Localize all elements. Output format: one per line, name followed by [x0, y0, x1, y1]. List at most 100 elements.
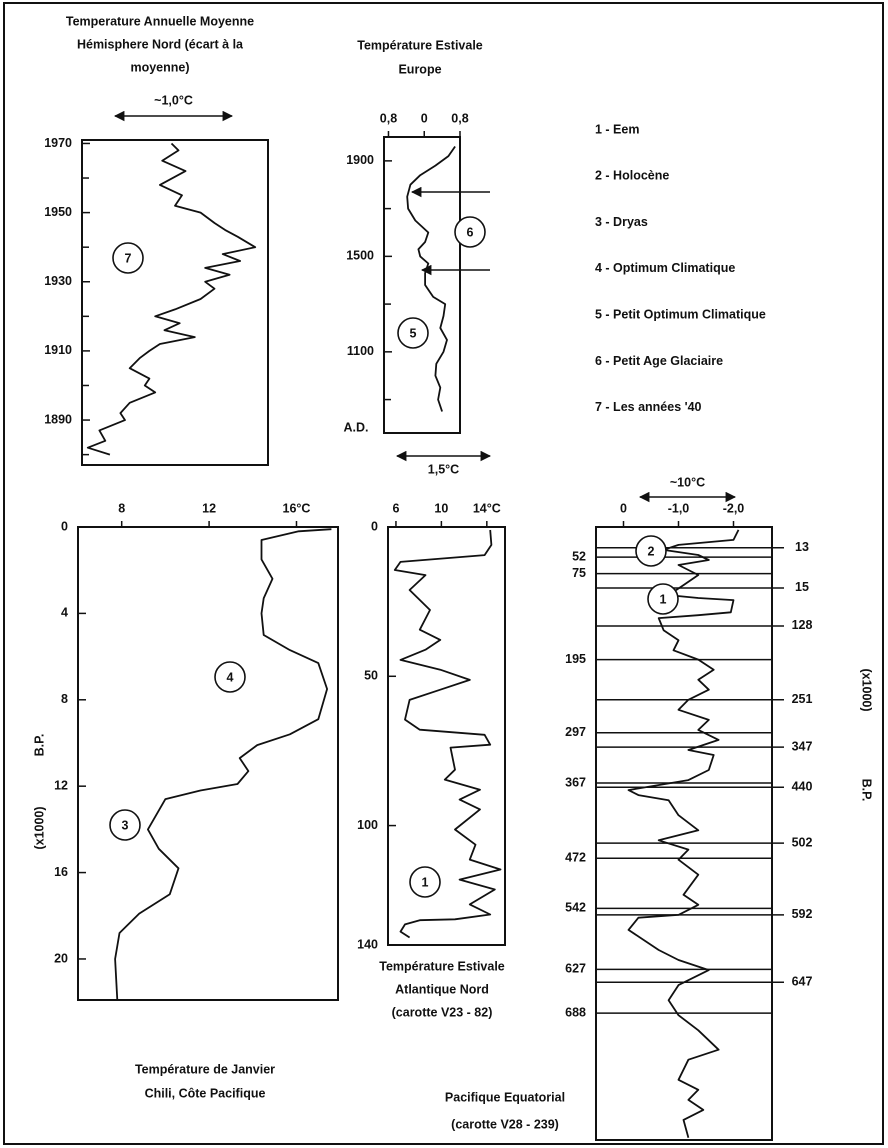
curve — [114, 528, 332, 1001]
time-tick-label: 100 — [357, 818, 378, 832]
temp-tick-label: 0 — [620, 501, 627, 515]
boundary-age-label: 502 — [792, 835, 813, 849]
panel-title: (carotte V23 - 82) — [392, 1005, 493, 1019]
boundary-age-label: 592 — [792, 907, 813, 921]
boundary-age-label: 347 — [792, 739, 813, 753]
annotation-label: 6 — [467, 225, 474, 239]
annotation-label: 7 — [125, 251, 132, 265]
annotation-label: 1 — [660, 592, 667, 606]
time-tick-label: 0 — [371, 519, 378, 533]
time-tick-label: 4 — [61, 606, 68, 620]
panel-title: Chili, Côte Pacifique — [145, 1086, 266, 1100]
scale-label: ~10°C — [670, 475, 705, 489]
panel-frame — [383, 136, 461, 434]
temp-tick-label: 0,8 — [380, 111, 397, 125]
panel-title: (carotte V28 - 239) — [451, 1117, 559, 1131]
panel-title: Température Estivale — [357, 38, 483, 52]
time-tick-label: 1500 — [346, 249, 374, 263]
boundary-age-label: 647 — [792, 975, 813, 989]
note: 6 - Petit Age Glaciaire — [595, 354, 723, 368]
time-tick-label: 20 — [54, 951, 68, 965]
temp-tick-label: 6 — [392, 501, 399, 515]
axis-label: B.P. — [860, 779, 874, 802]
time-tick-label: 688 — [565, 1005, 586, 1019]
boundary-age-label: 128 — [792, 618, 813, 632]
boundary-age-label: 13 — [795, 540, 809, 554]
temp-tick-label: 8 — [118, 501, 125, 515]
annotation-label: 3 — [122, 818, 129, 832]
time-tick-label: 1890 — [44, 412, 72, 426]
panel-title: Europe — [398, 62, 441, 76]
time-tick-label: 52 — [572, 549, 586, 563]
panel-title: Pacifique Equatorial — [445, 1090, 565, 1104]
annotation-circle — [112, 242, 144, 274]
curve — [86, 142, 257, 456]
boundary-age-label: 251 — [792, 692, 813, 706]
panel-frame — [387, 526, 506, 946]
time-tick-label: 1900 — [346, 153, 374, 167]
scale-label: 1,5°C — [428, 462, 459, 476]
temp-tick-label: 14°C — [473, 501, 501, 515]
curve — [406, 145, 456, 412]
time-tick-label: 542 — [565, 901, 586, 915]
panel-title: Atlantique Nord — [395, 982, 489, 996]
note: 7 - Les années '40 — [595, 400, 702, 414]
note: 2 - Holocène — [595, 169, 669, 183]
boundary-age-label: 440 — [792, 780, 813, 794]
time-tick-label: 50 — [364, 669, 378, 683]
panel-frame — [81, 139, 269, 466]
annotation-circle — [454, 216, 486, 248]
panel-title: Température de Janvier — [135, 1062, 275, 1076]
note: 4 - Optimum Climatique — [595, 261, 735, 275]
temp-tick-label: 0,8 — [451, 111, 468, 125]
time-tick-label: 1950 — [44, 205, 72, 219]
time-tick-label: 75 — [572, 566, 586, 580]
annotation-label: 5 — [410, 326, 417, 340]
time-tick-label: 1910 — [44, 343, 72, 357]
temp-tick-label: 0 — [421, 111, 428, 125]
axis-label: (x1000) — [32, 806, 46, 849]
time-tick-label: 367 — [565, 775, 586, 789]
annotation-circle — [397, 317, 429, 349]
temp-tick-label: 16°C — [283, 501, 311, 515]
panel-title: Temperature Annuelle Moyenne — [66, 14, 254, 28]
axis-label: B.P. — [32, 734, 46, 757]
time-tick-label: 1930 — [44, 274, 72, 288]
annotation-label: 2 — [648, 544, 655, 558]
curve — [393, 529, 502, 939]
annotation-circle — [214, 661, 246, 693]
panel-title: moyenne) — [130, 60, 189, 74]
figure-border — [3, 2, 884, 1145]
annotation-circle — [409, 866, 441, 898]
time-tick-label: 1970 — [44, 136, 72, 150]
annotation-circle — [647, 583, 679, 615]
time-tick-label: 8 — [61, 692, 68, 706]
panel-title: Hémisphere Nord (écart à la — [77, 37, 244, 51]
curve — [627, 529, 740, 1139]
note: 5 - Petit Optimum Climatique — [595, 307, 766, 321]
note: 3 - Dryas — [595, 215, 648, 229]
panel-frame — [77, 526, 339, 1001]
temp-tick-label: -1,0 — [668, 501, 690, 515]
time-tick-label: 140 — [357, 937, 378, 951]
time-tick-label: 16 — [54, 865, 68, 879]
note: 1 - Eem — [595, 122, 639, 136]
annotation-label: 4 — [227, 670, 234, 684]
annotation-circle — [635, 535, 667, 567]
time-tick-label: 627 — [565, 962, 586, 976]
time-tick-label: 12 — [54, 778, 68, 792]
scale-label: ~1,0°C — [154, 93, 193, 107]
axis-label: A.D. — [344, 420, 369, 434]
time-tick-label: 0 — [61, 519, 68, 533]
temp-tick-label: -2,0 — [723, 501, 745, 515]
temp-tick-label: 12 — [202, 501, 216, 515]
panel-title: Température Estivale — [379, 959, 505, 973]
time-tick-label: 472 — [565, 851, 586, 865]
temp-tick-label: 10 — [434, 501, 448, 515]
boundary-age-label: 15 — [795, 580, 809, 594]
axis-label: (x1000) — [860, 668, 874, 711]
annotation-circle — [109, 809, 141, 841]
time-tick-label: 297 — [565, 725, 586, 739]
panel-frame — [595, 526, 773, 1141]
